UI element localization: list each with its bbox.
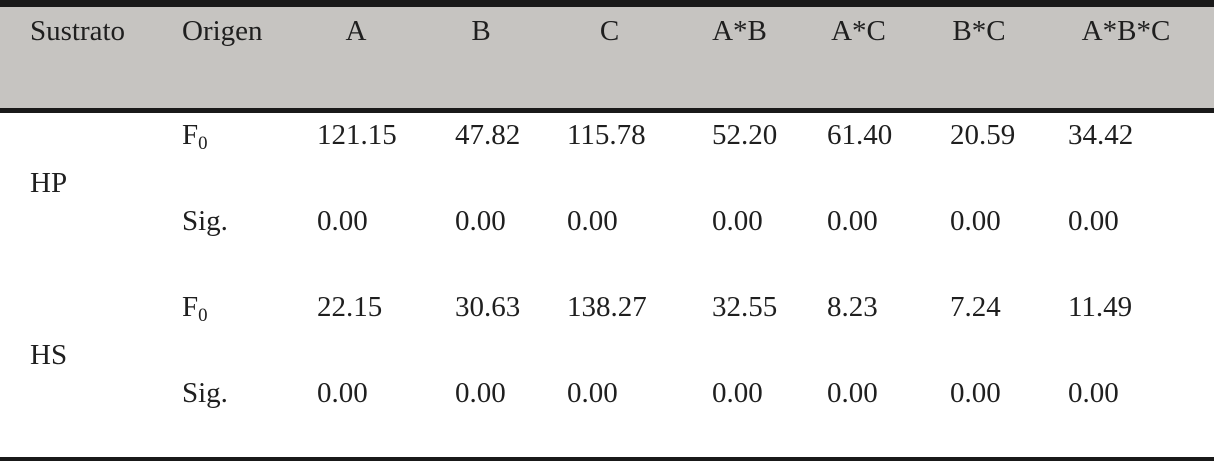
table-cell: 0.00 — [317, 377, 368, 409]
table-cell: 115.78 — [567, 119, 646, 151]
table-cell: 8.23 — [827, 291, 878, 323]
hs-f0-row: HS F0 22.15 30.63 138.27 32.55 8.23 7.24… — [0, 285, 1214, 371]
table-cell: 0.00 — [1068, 377, 1119, 409]
table-cell: 0.00 — [317, 205, 368, 237]
hs-sig-origen-cell: Sig. — [182, 377, 228, 409]
table-cell: 138.27 — [567, 291, 647, 323]
header-cell-ac: A*C — [797, 3, 920, 113]
table-cell: 7.24 — [950, 291, 1001, 323]
header-cell-abc: A*B*C — [1038, 3, 1214, 113]
table-cell: 30.63 — [455, 291, 521, 323]
hs-f0-origen-cell: F0 — [152, 285, 287, 371]
header-cell-bc: B*C — [920, 3, 1038, 113]
hp-f0-row: HP F0 121.15 47.82 115.78 52.20 61.40 20… — [0, 111, 1214, 200]
f0-subscript: 0 — [198, 132, 208, 154]
header-cell-b: B — [425, 3, 537, 113]
f0-label: F — [182, 291, 199, 323]
table-cell: 47.82 — [455, 119, 521, 151]
header-cell-ab: A*B — [682, 3, 797, 113]
table-cell: 22.15 — [317, 291, 383, 323]
header-cell-c: C — [537, 3, 682, 113]
table-cell: 0.00 — [455, 205, 506, 237]
table-cell: 52.20 — [712, 119, 778, 151]
f0-label: F — [182, 119, 199, 151]
header-cell-origen: Origen — [152, 3, 287, 113]
row-label-hs: HS — [30, 339, 68, 372]
table-cell: 20.59 — [950, 119, 1016, 151]
f0-subscript: 0 — [198, 304, 208, 326]
table-cell: 121.15 — [317, 119, 397, 151]
hp-sig-origen-cell: Sig. — [182, 205, 228, 237]
table-cell: 0.00 — [950, 205, 1001, 237]
header-cell-a: A — [287, 3, 425, 113]
table-cell: 0.00 — [827, 377, 878, 409]
row-label-hp: HP — [30, 167, 68, 200]
hp-sig-row: Sig. 0.00 0.00 0.00 0.00 0.00 0.00 0.00 — [0, 199, 1214, 285]
table-cell: 11.49 — [1068, 291, 1133, 323]
hp-f0-origen-cell: F0 — [152, 111, 287, 200]
table-cell: 34.42 — [1068, 119, 1134, 151]
table-cell: 32.55 — [712, 291, 778, 323]
header-cell-sustrato: Sustrato — [0, 3, 152, 113]
hs-sig-row: Sig. 0.00 0.00 0.00 0.00 0.00 0.00 0.00 — [0, 371, 1214, 461]
table-cell: 0.00 — [827, 205, 878, 237]
table-cell: 0.00 — [567, 205, 618, 237]
table-cell: 61.40 — [827, 119, 893, 151]
table-cell: 0.00 — [1068, 205, 1119, 237]
header-row: Sustrato Origen A B C A*B A*C B*C A*B*C — [0, 3, 1214, 113]
table-cell: 0.00 — [712, 205, 763, 237]
table-cell: 0.00 — [950, 377, 1001, 409]
table-cell: 0.00 — [455, 377, 506, 409]
table-cell: 0.00 — [567, 377, 618, 409]
table-cell: 0.00 — [712, 377, 763, 409]
